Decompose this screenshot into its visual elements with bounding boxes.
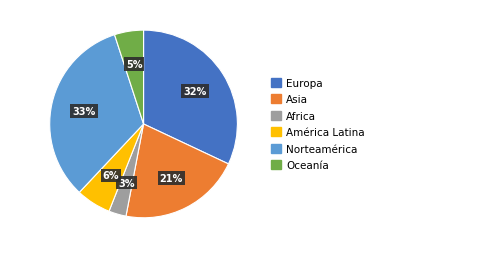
Wedge shape (50, 36, 144, 193)
Wedge shape (114, 31, 144, 124)
Text: 5%: 5% (126, 59, 142, 69)
Wedge shape (79, 124, 144, 211)
Text: 21%: 21% (159, 174, 183, 184)
Wedge shape (109, 124, 144, 216)
Text: 32%: 32% (184, 87, 207, 97)
Legend: Europa, Asia, Africa, América Latina, Norteamérica, Oceanía: Europa, Asia, Africa, América Latina, No… (271, 78, 365, 171)
Text: 6%: 6% (102, 171, 119, 181)
Wedge shape (144, 31, 238, 164)
Text: 3%: 3% (118, 178, 135, 188)
Wedge shape (126, 124, 229, 218)
Text: 33%: 33% (72, 106, 96, 116)
